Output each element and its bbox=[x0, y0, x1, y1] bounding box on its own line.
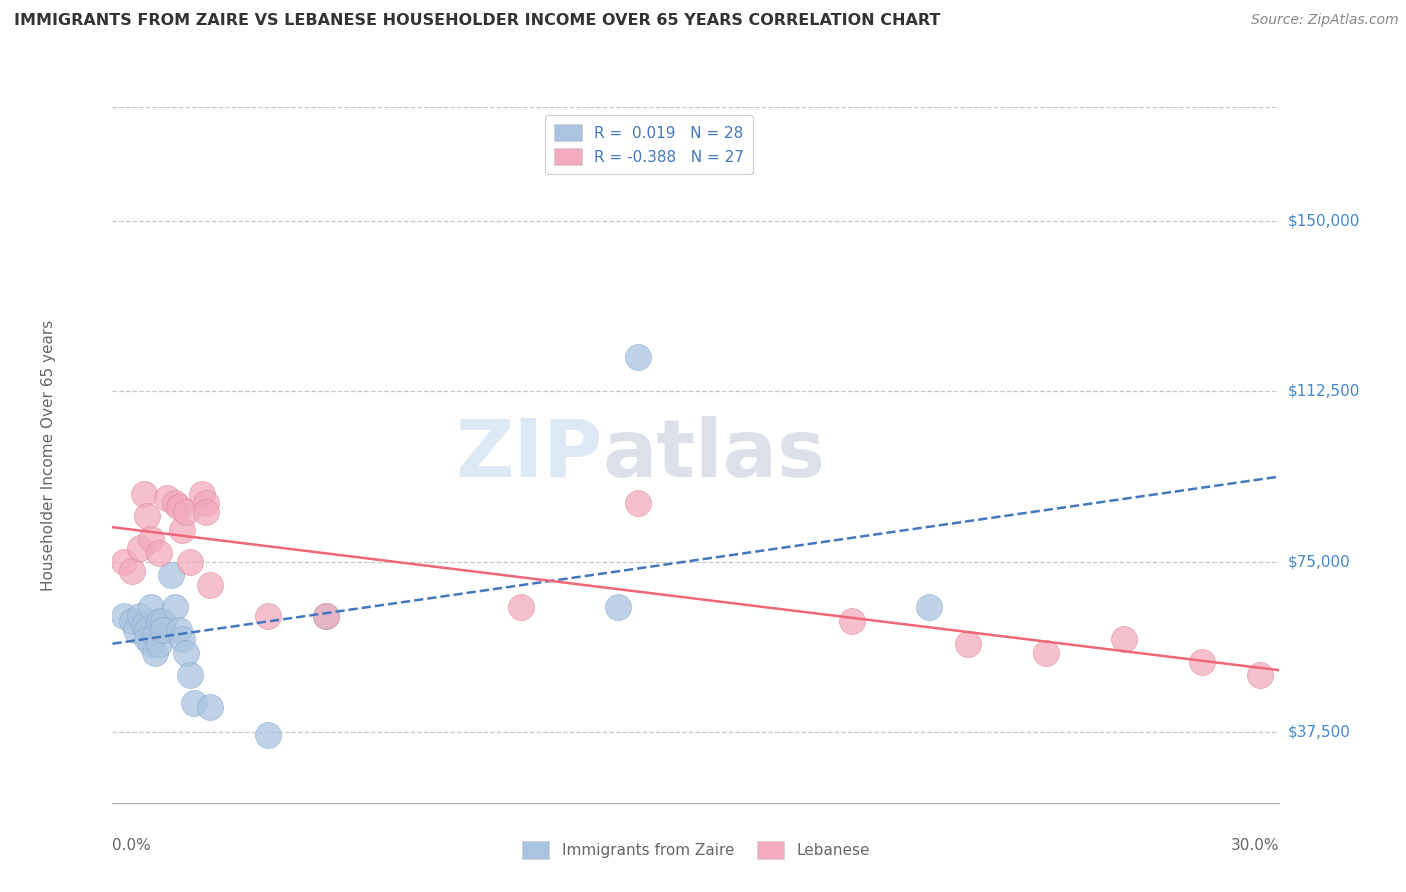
Point bbox=[607, 600, 630, 615]
Point bbox=[918, 600, 941, 615]
Point bbox=[198, 700, 221, 714]
Point bbox=[163, 496, 186, 510]
Point bbox=[627, 350, 650, 364]
Point bbox=[128, 609, 150, 624]
Point bbox=[167, 500, 190, 515]
Point bbox=[1112, 632, 1135, 646]
Point bbox=[315, 609, 337, 624]
Point bbox=[128, 541, 150, 556]
Text: $37,500: $37,500 bbox=[1288, 725, 1351, 739]
Point bbox=[132, 486, 155, 500]
Text: 30.0%: 30.0% bbox=[1232, 838, 1279, 853]
Point bbox=[121, 614, 143, 628]
Point bbox=[148, 637, 170, 651]
Point bbox=[1191, 655, 1213, 669]
Point bbox=[136, 509, 159, 524]
Point bbox=[132, 618, 155, 632]
Point bbox=[172, 523, 194, 537]
Point bbox=[1035, 646, 1057, 660]
Text: $150,000: $150,000 bbox=[1288, 213, 1360, 228]
Point bbox=[125, 623, 148, 637]
Point bbox=[163, 600, 186, 615]
Point bbox=[136, 623, 159, 637]
Point bbox=[179, 555, 201, 569]
Point bbox=[315, 609, 337, 624]
Point bbox=[179, 668, 201, 682]
Text: $112,500: $112,500 bbox=[1288, 384, 1360, 399]
Point bbox=[148, 614, 170, 628]
Point bbox=[627, 496, 650, 510]
Text: ZIP: ZIP bbox=[456, 416, 603, 494]
Point bbox=[176, 505, 198, 519]
Point bbox=[257, 609, 280, 624]
Point bbox=[1249, 668, 1271, 682]
Point bbox=[152, 623, 174, 637]
Point bbox=[152, 614, 174, 628]
Point bbox=[112, 609, 135, 624]
Point bbox=[141, 637, 163, 651]
Point bbox=[176, 646, 198, 660]
Point bbox=[148, 546, 170, 560]
Point bbox=[156, 491, 179, 505]
Point bbox=[257, 728, 280, 742]
Point bbox=[141, 532, 163, 546]
Point bbox=[172, 632, 194, 646]
Point bbox=[112, 555, 135, 569]
Point bbox=[191, 486, 214, 500]
Point bbox=[957, 637, 980, 651]
Point bbox=[160, 568, 183, 582]
Point bbox=[841, 614, 863, 628]
Point bbox=[121, 564, 143, 578]
Text: Householder Income Over 65 years: Householder Income Over 65 years bbox=[41, 319, 56, 591]
Legend: Immigrants from Zaire, Lebanese: Immigrants from Zaire, Lebanese bbox=[516, 835, 876, 864]
Point bbox=[143, 646, 166, 660]
Point bbox=[198, 577, 221, 591]
Point bbox=[136, 632, 159, 646]
Point bbox=[183, 696, 205, 710]
Point bbox=[194, 505, 217, 519]
Text: IMMIGRANTS FROM ZAIRE VS LEBANESE HOUSEHOLDER INCOME OVER 65 YEARS CORRELATION C: IMMIGRANTS FROM ZAIRE VS LEBANESE HOUSEH… bbox=[14, 13, 941, 29]
Text: Source: ZipAtlas.com: Source: ZipAtlas.com bbox=[1251, 13, 1399, 28]
Point bbox=[194, 496, 217, 510]
Point bbox=[143, 627, 166, 641]
Text: atlas: atlas bbox=[603, 416, 825, 494]
Point bbox=[509, 600, 531, 615]
Point bbox=[167, 623, 190, 637]
Text: 0.0%: 0.0% bbox=[112, 838, 152, 853]
Point bbox=[141, 600, 163, 615]
Text: $75,000: $75,000 bbox=[1288, 554, 1351, 569]
